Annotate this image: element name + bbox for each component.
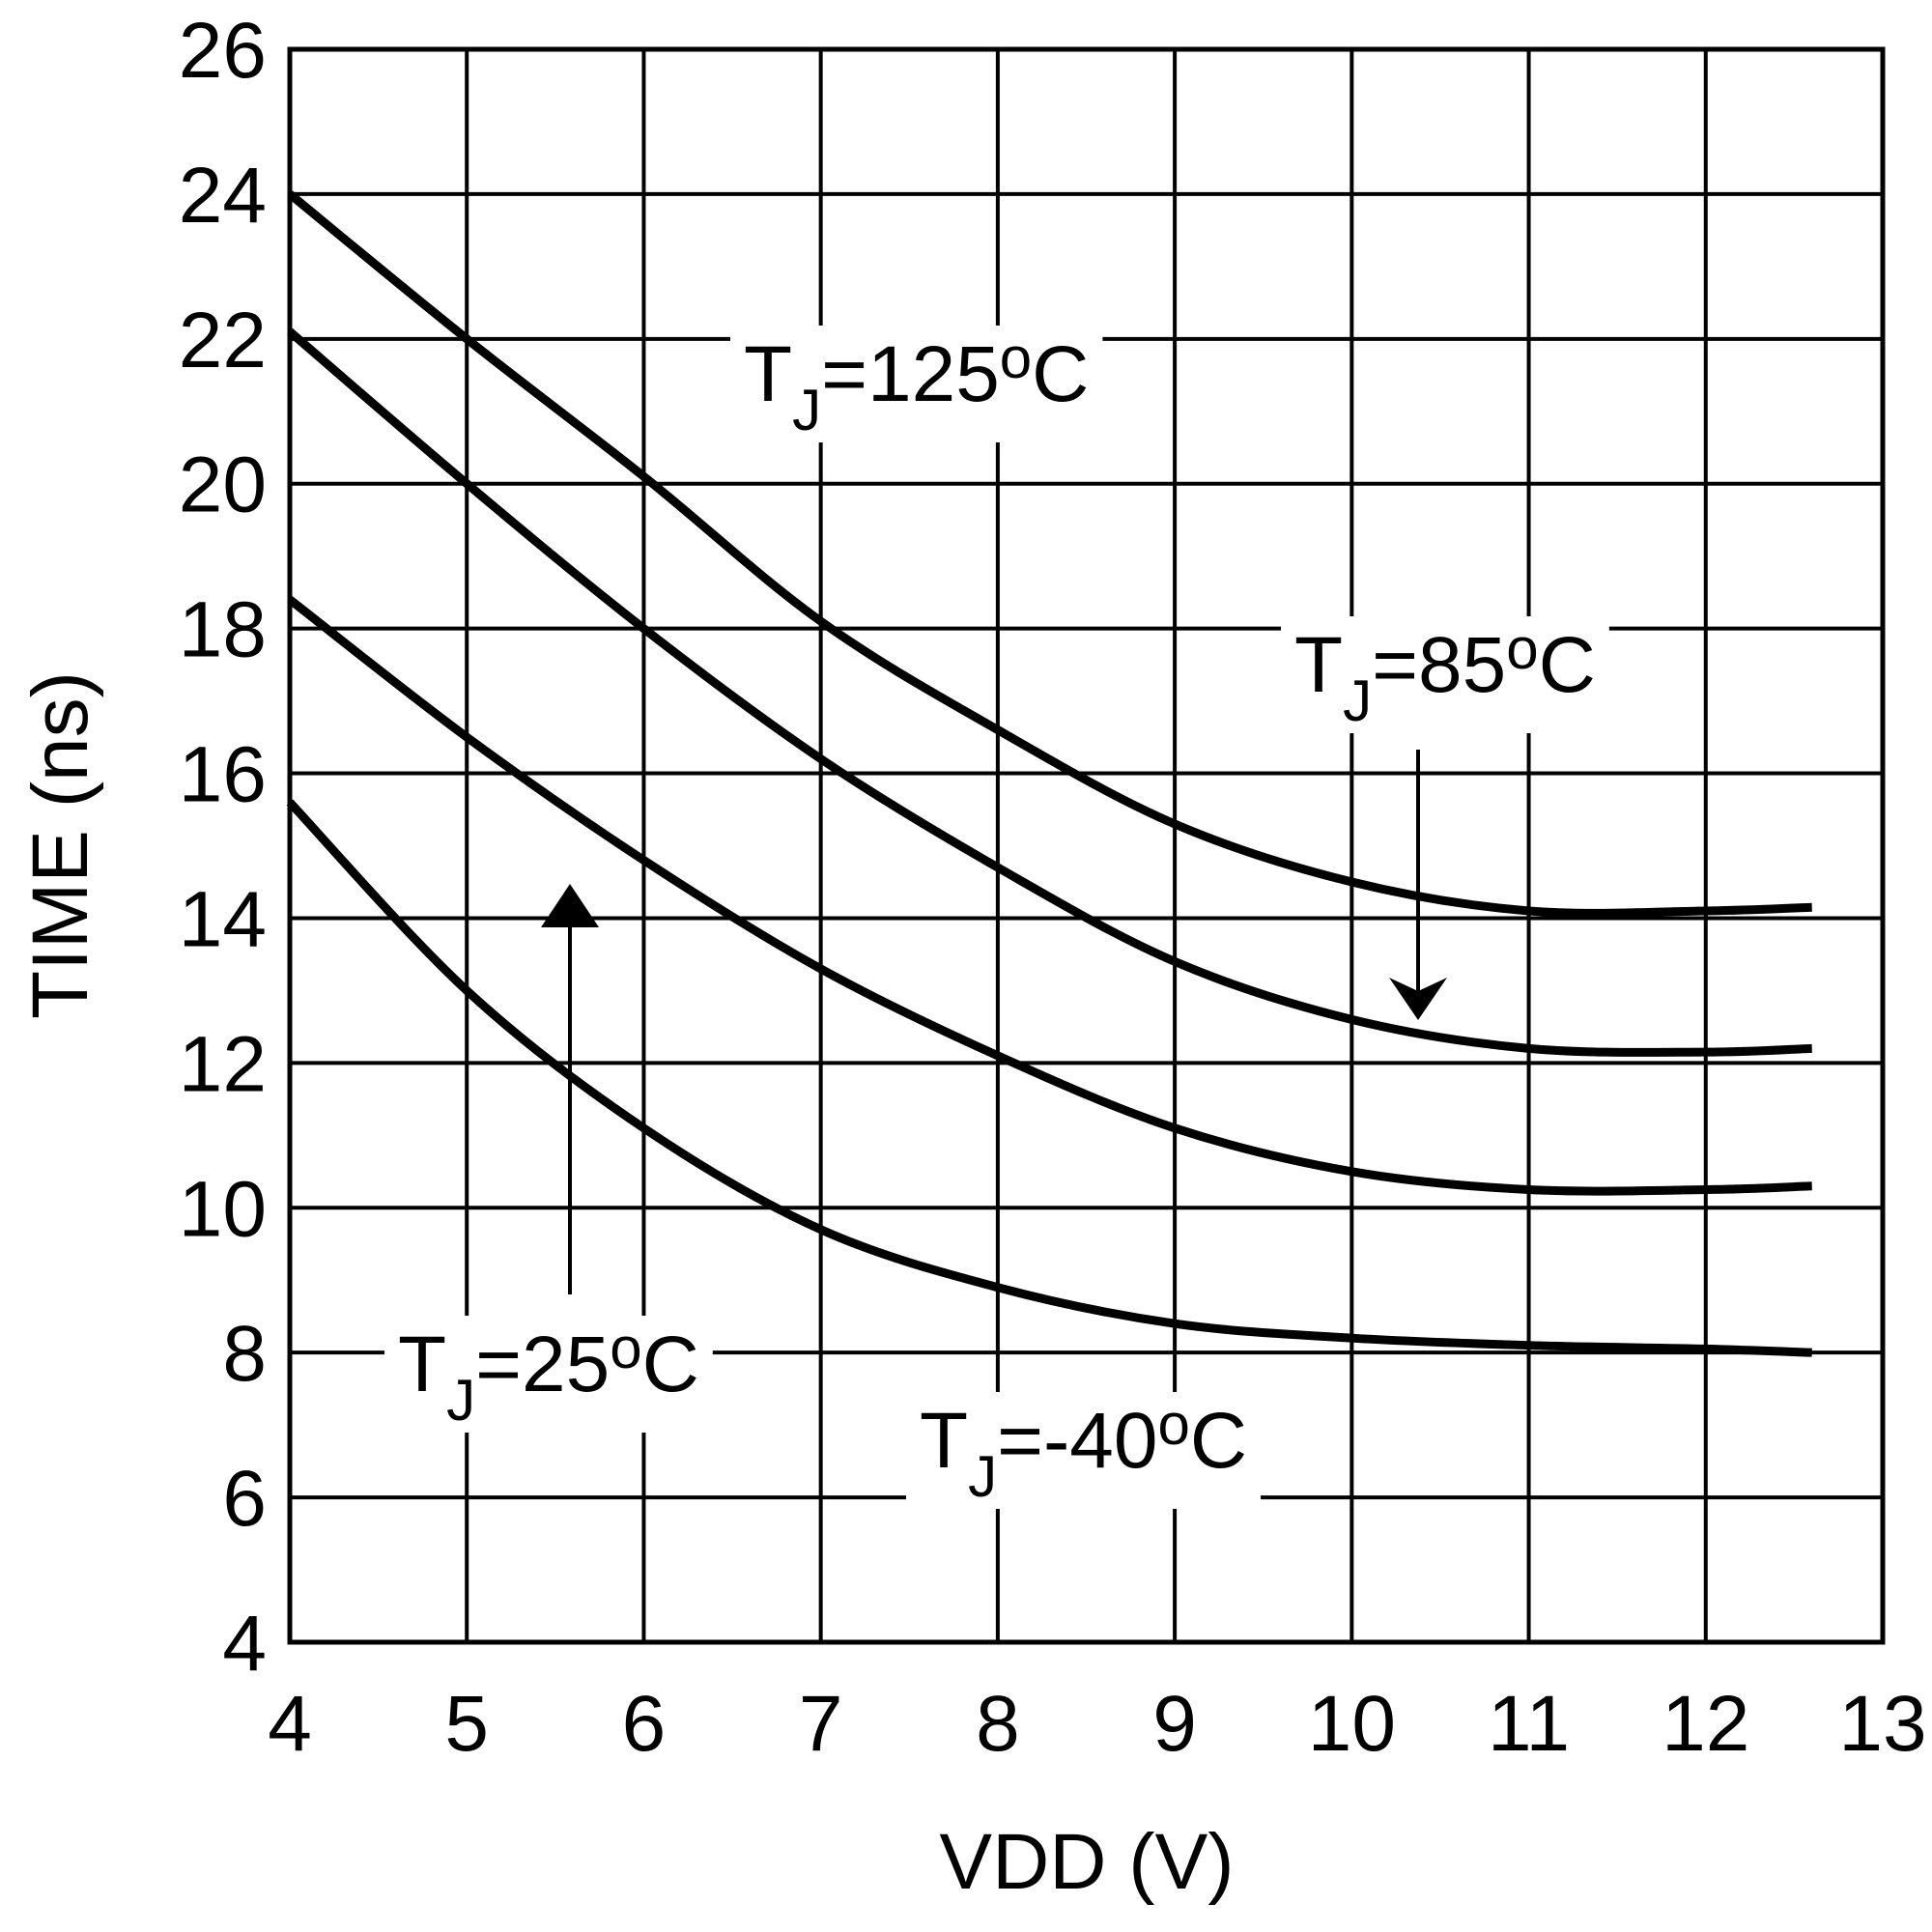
- series-line: [286, 799, 1812, 1357]
- series-line: [287, 190, 1812, 918]
- arrow-25: [541, 884, 599, 1294]
- label-part: =85: [1372, 621, 1506, 709]
- x-tick-label: 12: [1662, 1680, 1749, 1768]
- series-label: TJ=25oC: [398, 1316, 699, 1433]
- label-part: J: [792, 378, 821, 442]
- y-tick-label: 6: [222, 1455, 267, 1543]
- label-part: T: [920, 1397, 968, 1485]
- y-axis-title: TIME (ns): [16, 671, 104, 1019]
- label-background: [730, 326, 1103, 442]
- x-tick-label: 8: [976, 1680, 1020, 1768]
- label-part: =125: [821, 330, 1000, 418]
- y-tick-label: 26: [179, 7, 267, 95]
- label-part: o: [1506, 616, 1538, 681]
- series-label: TJ=85oC: [1294, 616, 1596, 733]
- plot-frame: [287, 46, 1886, 1645]
- y-tick-label: 24: [179, 152, 267, 240]
- x-tick-label: 6: [622, 1680, 667, 1768]
- label-part: C: [1190, 1397, 1247, 1485]
- x-tick-label: 9: [1152, 1680, 1197, 1768]
- y-tick-label: 4: [222, 1600, 267, 1688]
- y-tick-label: 20: [179, 441, 267, 529]
- x-tick-label: 4: [268, 1680, 312, 1768]
- label-part: o: [610, 1316, 641, 1380]
- x-tick-label: 11: [1488, 1680, 1570, 1768]
- series-line: [287, 327, 1812, 1057]
- x-tick-label: 5: [444, 1680, 489, 1768]
- label-part: T: [1294, 621, 1343, 709]
- label-part: C: [1539, 621, 1596, 709]
- label-part: =25: [475, 1321, 610, 1408]
- y-tick-label: 22: [179, 297, 267, 384]
- y-tick-label: 8: [222, 1310, 267, 1398]
- x-axis-title: VDD (V): [939, 1818, 1234, 1906]
- label-background: [384, 1316, 713, 1433]
- label-part: J: [446, 1368, 475, 1433]
- label-background: [906, 1392, 1262, 1509]
- y-tick-label: 14: [179, 875, 267, 963]
- label-part: C: [642, 1321, 699, 1408]
- arrow-head: [1389, 978, 1447, 1020]
- arrow-head: [541, 884, 599, 927]
- y-tick-label: 18: [179, 586, 267, 674]
- label-part: o: [1000, 326, 1032, 390]
- arrow-85: [1389, 750, 1447, 1020]
- label-part: J: [1343, 668, 1372, 733]
- x-tick-label: 7: [799, 1680, 843, 1768]
- label-part: o: [1158, 1392, 1190, 1457]
- series-line: [287, 596, 1812, 1196]
- y-tick-label: 12: [179, 1020, 267, 1108]
- x-tick-label: 10: [1308, 1680, 1396, 1768]
- y-tick-label: 16: [179, 731, 267, 819]
- label-part: C: [1032, 330, 1089, 418]
- label-part: T: [398, 1321, 446, 1408]
- label-part: T: [744, 330, 792, 418]
- x-tick-label: 13: [1838, 1680, 1926, 1768]
- series-label: TJ=-40oC: [920, 1392, 1247, 1509]
- label-background: [1281, 616, 1609, 733]
- lines: [286, 190, 1812, 1357]
- label-part: =-40: [997, 1397, 1157, 1485]
- label-part: J: [968, 1444, 997, 1509]
- y-tick-label: 10: [179, 1165, 267, 1253]
- series-label: TJ=125oC: [744, 326, 1089, 442]
